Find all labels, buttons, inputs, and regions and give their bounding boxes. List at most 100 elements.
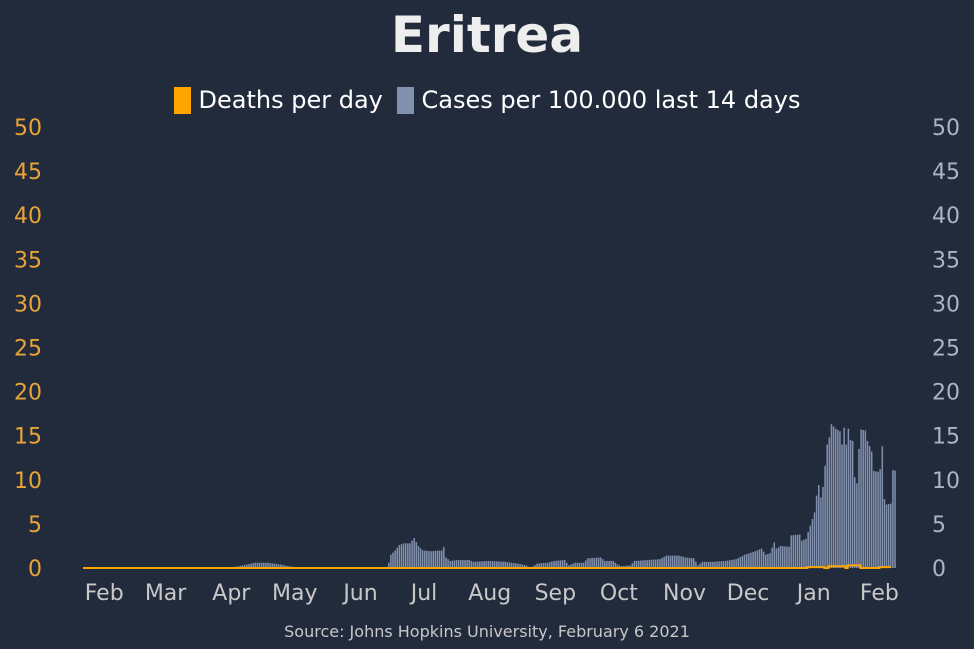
- cases-bar: [803, 539, 805, 568]
- cases-bar: [593, 557, 595, 568]
- x-axis-month-label: Dec: [727, 581, 770, 606]
- cases-bar: [510, 562, 513, 568]
- cases-bar: [851, 440, 854, 568]
- cases-bar: [629, 565, 631, 568]
- left-axis-tick-label: 30: [14, 292, 42, 317]
- cases-bar: [241, 565, 244, 568]
- cases-bar: [765, 554, 767, 568]
- cases-bar: [792, 535, 795, 568]
- cases-bar: [512, 563, 515, 568]
- cases-bar: [673, 555, 676, 568]
- cases-bar: [565, 562, 568, 568]
- cases-bar: [614, 562, 617, 568]
- cases-bar: [773, 542, 776, 568]
- cases-bar: [485, 561, 487, 568]
- x-axis-month-label: Feb: [85, 581, 124, 606]
- cases-bar: [735, 559, 737, 568]
- cases-bar: [496, 561, 498, 568]
- cases-bar: [568, 565, 570, 568]
- cases-bar: [413, 538, 415, 568]
- cases-bar: [443, 546, 445, 568]
- left-axis-tick-label: 0: [28, 557, 42, 582]
- cases-bar: [688, 557, 691, 568]
- cases-bar: [832, 426, 835, 568]
- cases-bar: [434, 550, 437, 568]
- cases-bar: [500, 561, 502, 568]
- cases-bar: [794, 534, 797, 568]
- cases-bar: [517, 563, 519, 568]
- cases-bar: [523, 564, 526, 568]
- cases-bar: [690, 558, 693, 568]
- cases-bar: [750, 552, 752, 568]
- cases-bar: [801, 540, 803, 568]
- cases-bar: [574, 562, 576, 568]
- cases-bar: [595, 557, 598, 568]
- cases-bar: [468, 560, 471, 568]
- cases-bar: [654, 559, 657, 568]
- cases-bar: [572, 563, 574, 568]
- cases-bar: [415, 541, 418, 568]
- cases-bar: [739, 556, 742, 568]
- cases-bar: [483, 561, 485, 568]
- cases-bar: [805, 538, 807, 568]
- cases-bar: [724, 560, 727, 568]
- cases-bar: [733, 559, 735, 568]
- cases-bar: [271, 563, 274, 568]
- cases-bar: [457, 560, 460, 568]
- x-axis-month-label: Jan: [795, 581, 831, 606]
- cases-bar: [578, 562, 581, 568]
- cases-bar: [570, 564, 572, 568]
- cases-bar: [455, 560, 458, 568]
- cases-bar: [726, 560, 729, 568]
- cases-bar: [659, 559, 661, 568]
- cases-bar: [775, 548, 778, 568]
- cases-bar: [394, 550, 396, 568]
- cases-bar: [716, 561, 718, 568]
- cases-bar: [720, 561, 723, 568]
- cases-bar: [767, 553, 769, 568]
- cases-bar: [582, 562, 585, 568]
- cases-bar: [440, 550, 443, 568]
- x-axis-month-label: May: [272, 581, 317, 606]
- cases-bar: [538, 563, 540, 568]
- cases-bar: [426, 550, 428, 568]
- cases-bar: [858, 448, 860, 568]
- cases-bar: [671, 555, 674, 568]
- cases-bar: [633, 560, 636, 568]
- cases-bar: [460, 560, 462, 568]
- cases-bar: [729, 560, 731, 568]
- cases-bar: [707, 561, 710, 568]
- cases-bar: [263, 562, 265, 568]
- cases-bar: [837, 429, 839, 568]
- cases-bar: [860, 429, 862, 568]
- cases-bar: [544, 562, 547, 568]
- cases-bar: [752, 551, 754, 568]
- cases-bar: [862, 429, 864, 568]
- cases-bar: [627, 565, 629, 568]
- cases-bar: [817, 485, 820, 568]
- cases-bar: [279, 564, 282, 568]
- x-axis-month-label: Jul: [409, 581, 438, 606]
- cases-bar: [419, 548, 422, 568]
- cases-bar: [809, 525, 812, 568]
- cases-bar: [260, 562, 263, 568]
- left-axis-tick-label: 10: [14, 469, 42, 494]
- cases-bar: [661, 558, 663, 568]
- cases-bar: [599, 557, 602, 568]
- cases-bar: [741, 555, 744, 568]
- cases-bar: [637, 560, 640, 568]
- right-axis-tick-label: 35: [932, 248, 960, 273]
- right-axis-tick-label: 30: [932, 292, 960, 317]
- cases-bar: [722, 561, 725, 568]
- cases-bar: [788, 546, 790, 568]
- cases-bar: [644, 560, 646, 568]
- cases-bar: [826, 444, 828, 568]
- cases-bar: [841, 444, 843, 568]
- cases-bar: [745, 554, 748, 568]
- cases-bar: [743, 554, 746, 568]
- cases-bar: [879, 469, 881, 568]
- cases-bar: [498, 561, 500, 568]
- cases-bar: [534, 565, 536, 568]
- cases-bar: [714, 561, 716, 568]
- right-axis-tick-label: 5: [932, 513, 946, 538]
